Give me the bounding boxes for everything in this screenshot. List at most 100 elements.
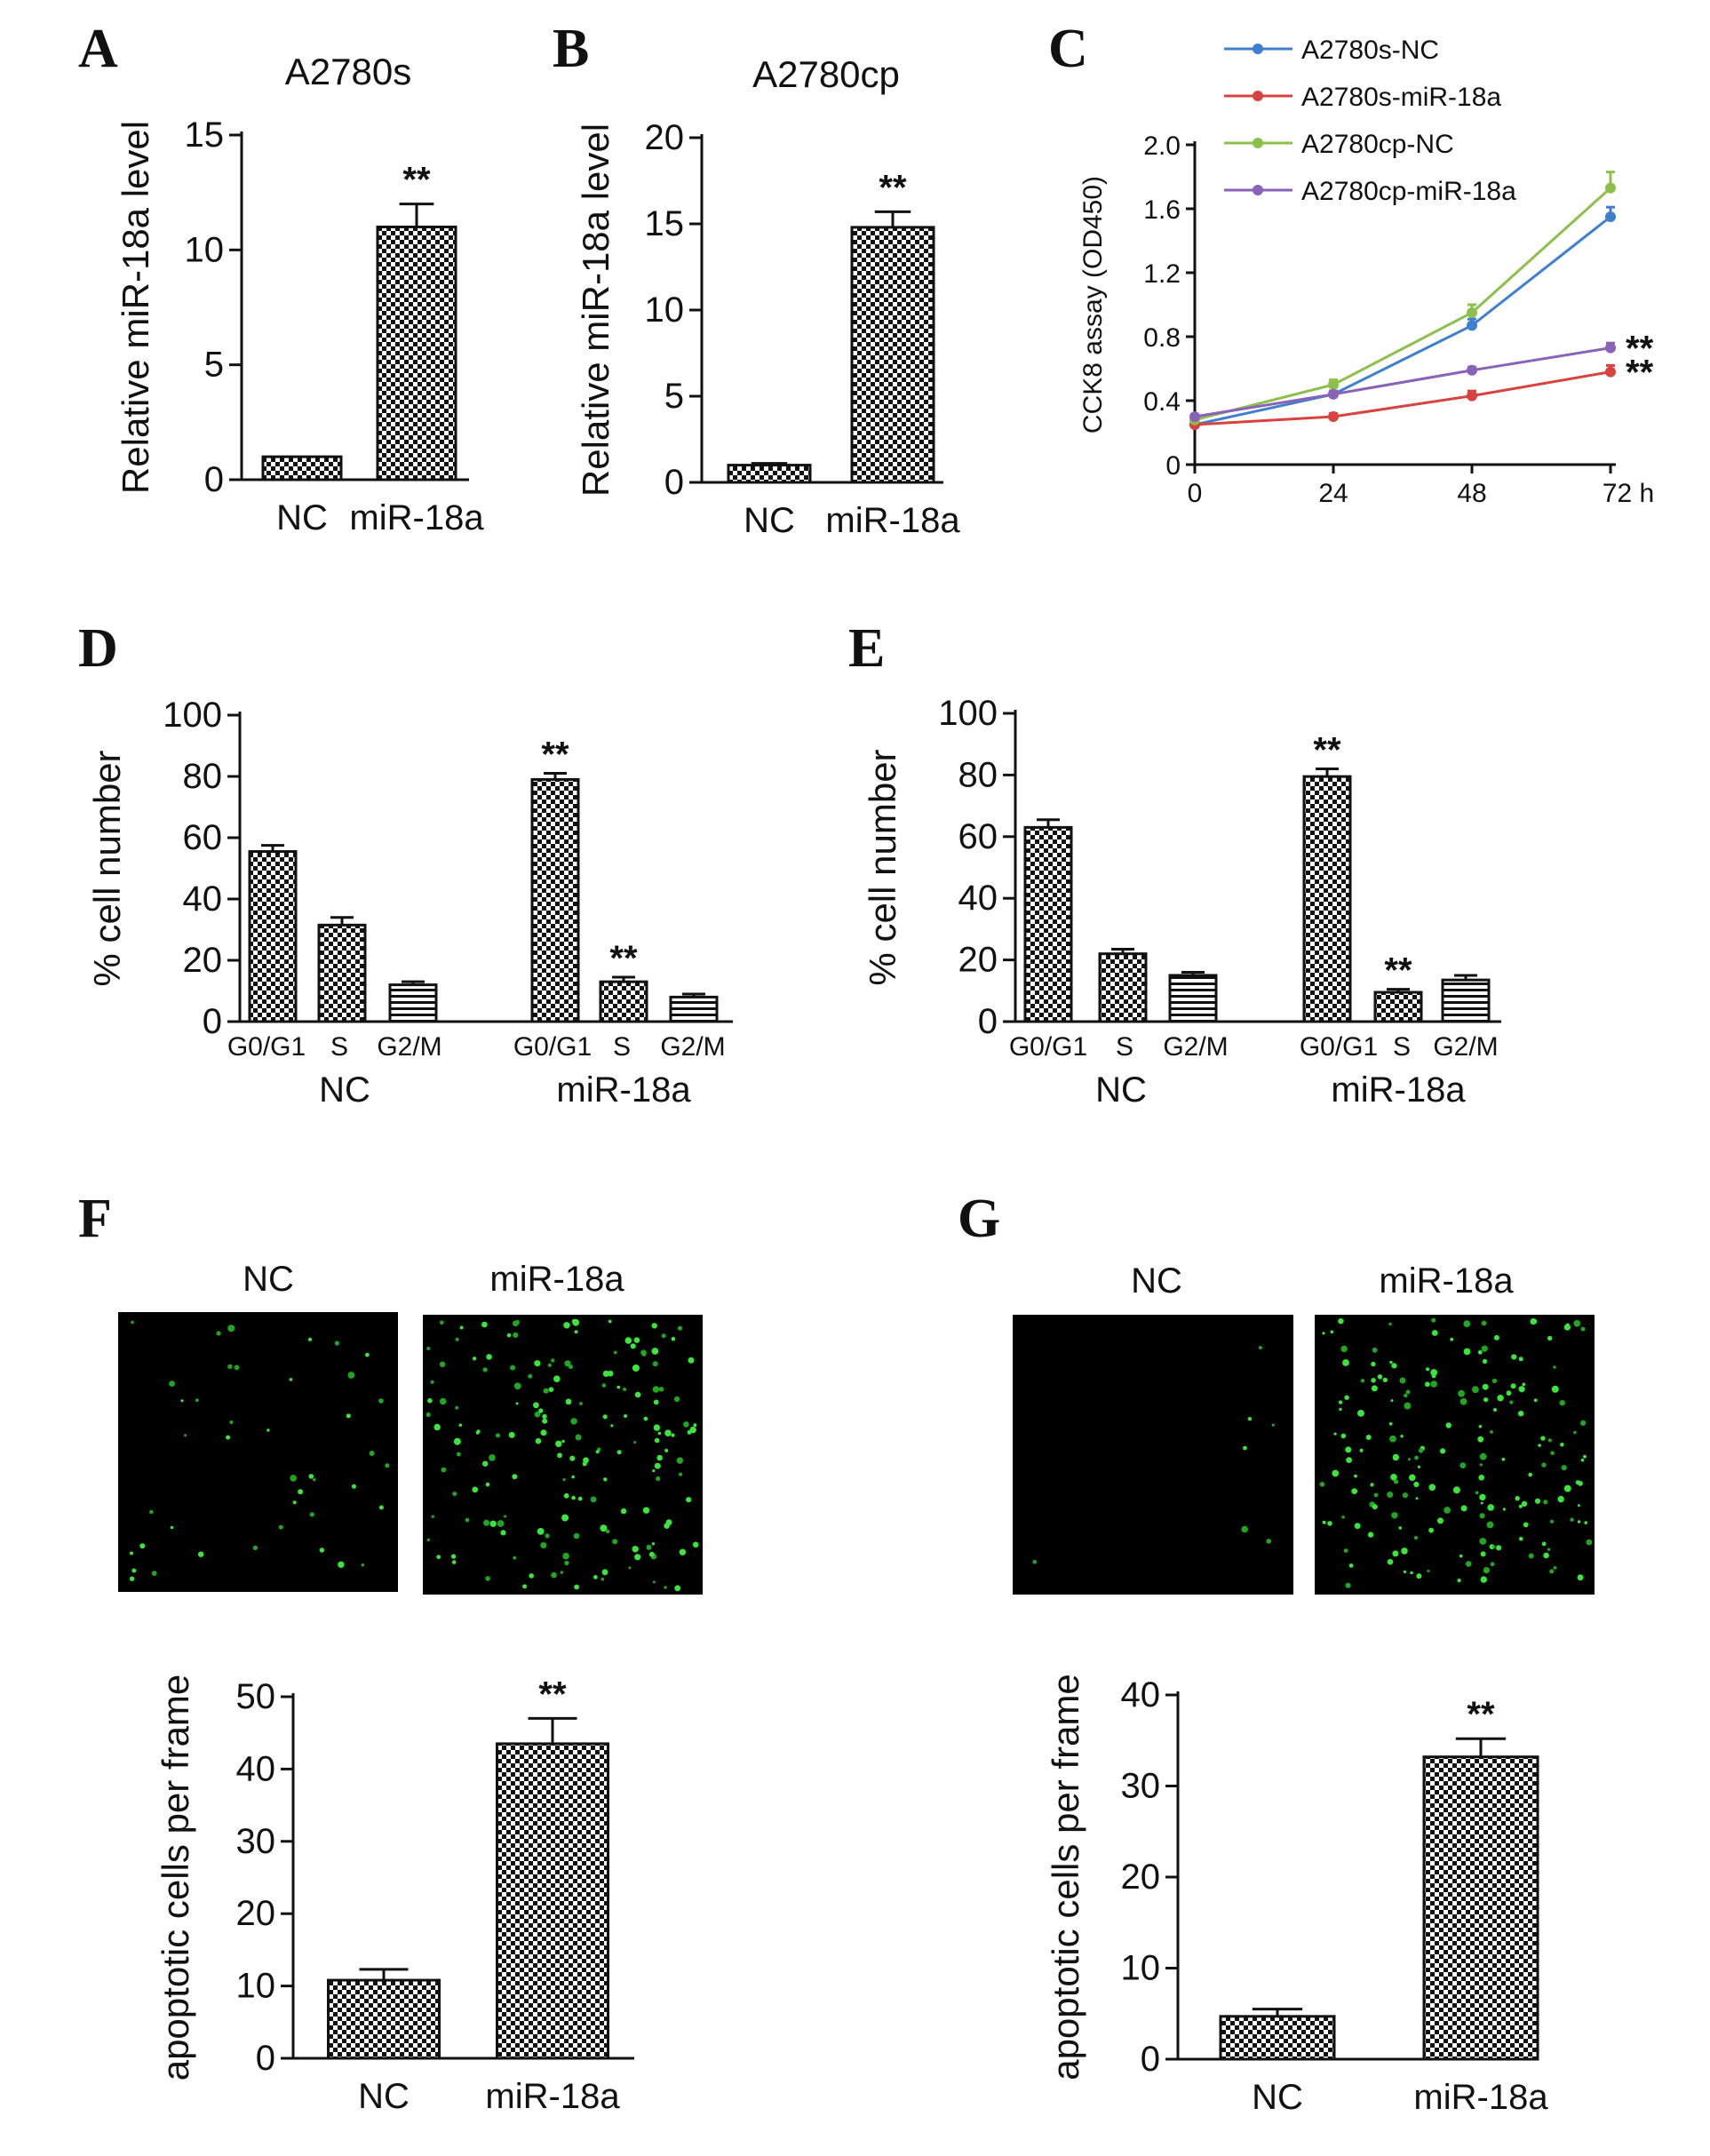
f-y-tick-label: 20 — [236, 1894, 276, 1933]
fluorescent-dot — [1340, 1433, 1347, 1439]
c-legend-entry: A2780s-NC — [1301, 36, 1439, 65]
g-bar-nc — [1219, 2015, 1336, 2061]
fluorescent-dot — [570, 1418, 577, 1425]
fluorescent-dot — [452, 1492, 457, 1497]
fluorescent-dot — [130, 1551, 133, 1555]
d-bar-nc-s — [317, 923, 367, 1023]
panel-letter-e: E — [848, 618, 885, 679]
fluorescent-dot — [1483, 1397, 1489, 1403]
fluorescent-dot — [1416, 1573, 1422, 1579]
fluorescent-dot — [664, 1448, 669, 1452]
fluorescent-dot — [563, 1492, 569, 1499]
panel-letter-f: F — [78, 1189, 112, 1249]
fluorescent-dot — [648, 1551, 655, 1557]
b-bar-mir-18a — [850, 226, 935, 484]
f-bar-mir-18a — [496, 1742, 609, 2060]
fluorescent-dot — [513, 1555, 517, 1560]
fluorescent-dot — [1463, 1320, 1471, 1327]
fluorescent-dot — [605, 1529, 610, 1534]
fluorescent-dot — [1403, 1570, 1407, 1574]
fluorescent-dot — [1580, 1326, 1586, 1332]
fluorescent-dot — [623, 1388, 627, 1391]
c-series-a2780cp-nc-point — [1467, 307, 1477, 318]
fluorescent-dot — [562, 1552, 569, 1560]
fluorescent-dot — [481, 1321, 488, 1328]
fluorescent-dot — [1479, 1452, 1487, 1460]
e-significance-marker: ** — [1384, 951, 1412, 990]
panel-letter-g: G — [958, 1189, 1000, 1249]
fluorescent-dot — [455, 1405, 459, 1410]
fluorescent-dot — [483, 1519, 490, 1526]
d-bar-mir-18a-g2-m — [669, 995, 719, 1023]
c-legend-swatch-marker — [1253, 44, 1263, 54]
fluorescent-dot — [624, 1414, 628, 1418]
fluorescent-dot — [561, 1439, 565, 1444]
fluorescent-dot — [1413, 1481, 1420, 1488]
d-x-tick-label: S — [330, 1032, 348, 1062]
fluorescent-dot — [1338, 1400, 1343, 1404]
g-y-tick-label: 0 — [1141, 2040, 1160, 2079]
d-y-tick-label: 0 — [203, 1002, 222, 1041]
fluorescent-dot — [533, 1402, 539, 1409]
fluorescent-dot — [590, 1496, 597, 1503]
micro-g-label-mir18a: miR-18a — [1379, 1261, 1514, 1301]
fluorescent-dot — [485, 1576, 490, 1581]
fluorescent-dot — [529, 1573, 534, 1579]
fluorescent-dot — [674, 1396, 680, 1403]
c-series-a2780cp-nc-line — [1194, 187, 1612, 422]
fluorescent-dot — [489, 1454, 496, 1461]
fluorescent-dot — [1402, 1492, 1408, 1499]
fluorescent-dot — [565, 1398, 572, 1405]
fluorescent-dot — [547, 1363, 553, 1367]
fluorescent-dot — [1370, 1483, 1374, 1487]
fluorescent-dot — [1410, 1571, 1413, 1575]
fluorescent-dot — [1428, 1484, 1436, 1492]
e-y-tick-label: 0 — [978, 1002, 998, 1041]
fluorescent-dot — [1367, 1531, 1374, 1538]
fluorescent-dot — [1528, 1553, 1534, 1559]
fluorescent-dot — [561, 1514, 569, 1522]
fluorescent-dot — [513, 1382, 521, 1390]
fluorescent-dot — [571, 1495, 576, 1500]
fluorescent-dot — [1519, 1537, 1523, 1541]
fluorescent-dot — [1577, 1574, 1584, 1581]
panel-a-title: A2780s — [285, 51, 411, 92]
micro-g-image-mir18a — [1315, 1315, 1595, 1595]
fluorescent-dot — [1444, 1507, 1451, 1514]
fluorescent-dot — [1377, 1374, 1383, 1380]
micro-g-label-nc: NC — [1131, 1261, 1182, 1301]
f-y-tick-label: 30 — [236, 1822, 276, 1861]
fluorescent-dot — [347, 1372, 355, 1379]
e-x-tick-label: S — [1116, 1032, 1133, 1062]
fluorescent-dot — [485, 1482, 490, 1487]
e-bar-mir-18a-g0-g1 — [1302, 775, 1352, 1023]
fluorescent-dot — [289, 1378, 293, 1381]
fluorescent-dot — [482, 1367, 488, 1372]
fluorescent-dot — [624, 1337, 632, 1344]
fluorescent-dot — [1425, 1381, 1430, 1388]
c-series-a2780s-mir-18a-point — [1605, 366, 1616, 378]
fluorescent-dot — [654, 1437, 660, 1444]
fluorescent-dot — [1452, 1486, 1460, 1494]
panel-letter-c: C — [1048, 19, 1088, 79]
fluorescent-dot — [1506, 1390, 1512, 1396]
fluorescent-dot — [139, 1543, 146, 1549]
c-y-axis-label: CCK8 assay (OD450) — [1078, 176, 1108, 434]
fluorescent-dot — [1428, 1527, 1434, 1533]
chart-a-relative-mir18a-a2780s: 0 5 10 15 Relative miR-18a level NC ** miR-18a — [115, 115, 484, 537]
fluorescent-dot — [633, 1441, 637, 1444]
fluorescent-dot — [1430, 1369, 1438, 1376]
fluorescent-dot — [514, 1319, 521, 1325]
fluorescent-dot — [252, 1545, 258, 1551]
fluorescent-dot — [1431, 1317, 1436, 1323]
fluorescent-dot — [1566, 1323, 1570, 1327]
fluorescent-dot — [1327, 1521, 1332, 1526]
fluorescent-dot — [538, 1408, 544, 1413]
fluorescent-dot — [1333, 1432, 1337, 1436]
f-significance-marker: ** — [538, 1675, 567, 1714]
fluorescent-dot — [465, 1517, 470, 1523]
c-legend-swatch-marker — [1253, 138, 1263, 148]
fluorescent-dot — [361, 1563, 365, 1567]
micro-f-image-nc — [118, 1312, 398, 1592]
fluorescent-dot — [439, 1361, 446, 1368]
